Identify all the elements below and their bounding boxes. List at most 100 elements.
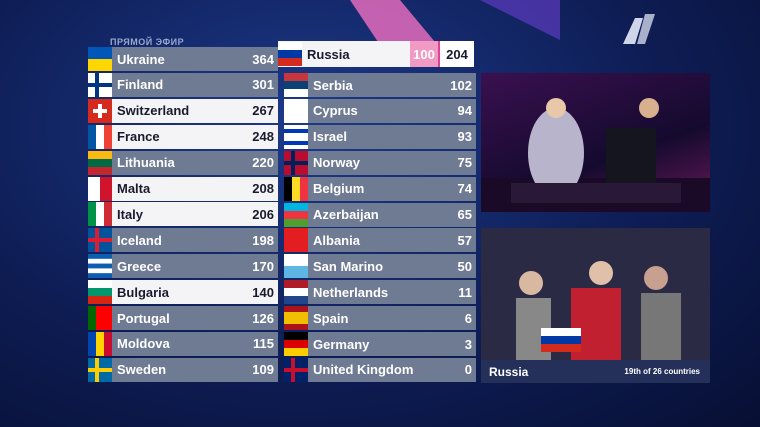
score-row: France 248: [88, 124, 278, 149]
country-points: 11: [458, 284, 472, 300]
country-points: 220: [252, 155, 274, 171]
score-row: United Kingdom 0: [284, 357, 476, 382]
country-name: Ukraine: [117, 51, 165, 67]
country-points: 50: [457, 258, 472, 274]
score-row: Belgium 74: [284, 176, 476, 201]
country-name: Switzerland: [117, 103, 190, 119]
score-row: Sweden 109: [88, 357, 278, 382]
caption-country: Russia: [489, 364, 529, 379]
flag: [88, 176, 112, 201]
country-name: Cyprus: [313, 103, 358, 119]
score-row: Portugal 126: [88, 306, 278, 330]
flag: [88, 228, 112, 253]
flag: [284, 150, 308, 175]
country-name: Greece: [117, 258, 162, 274]
country-name: Netherlands: [313, 284, 389, 300]
voter-row: Russia 100 204: [278, 41, 474, 67]
country-name: Germany: [313, 336, 370, 352]
flag: [284, 73, 308, 97]
flag: [284, 306, 308, 331]
country-points: 170: [252, 258, 274, 274]
flag: [88, 306, 112, 330]
country-points: 198: [252, 232, 274, 248]
score-row: San Marino 50: [284, 254, 476, 279]
country-name: Spain: [313, 310, 349, 326]
country-points: 57: [457, 232, 472, 248]
country-points: 0: [464, 362, 472, 378]
flag: [284, 228, 308, 253]
score-row: Moldova 115: [88, 331, 278, 356]
flag: [88, 280, 112, 305]
voter-country: Russia: [307, 46, 350, 62]
caption-progress: 19th of 26 countries: [624, 367, 700, 376]
country-points: 75: [457, 155, 472, 171]
video-caption-bar: Russia 19th of 26 countries: [481, 360, 710, 383]
score-row: Ukraine 364: [88, 47, 278, 71]
score-row: Italy 206: [88, 202, 278, 227]
flag: [88, 72, 112, 97]
flag: [88, 331, 112, 356]
country-points: 94: [457, 103, 472, 119]
flag: [88, 357, 112, 382]
country-name: Finland: [117, 77, 164, 93]
country-name: Malta: [117, 181, 151, 196]
flag: [88, 98, 112, 123]
flag: [88, 47, 112, 71]
flag: [278, 42, 302, 66]
score-row: Israel 93: [284, 124, 476, 149]
flag: [284, 124, 308, 149]
score-row: Albania 57: [284, 228, 476, 253]
flag: [88, 124, 112, 149]
flag: [284, 357, 308, 382]
score-row: Norway 75: [284, 150, 476, 175]
country-points: 74: [457, 181, 472, 197]
country-name: France: [117, 129, 160, 145]
country-name: United Kingdom: [313, 362, 414, 378]
country-points: 126: [252, 310, 274, 326]
score-row: Switzerland 267: [88, 98, 278, 123]
country-points: 301: [252, 77, 274, 93]
country-name: Belgium: [313, 181, 365, 197]
country-points: 3: [464, 336, 472, 352]
country-points: 208: [252, 181, 274, 196]
video-hosts: [481, 73, 710, 212]
flag: [284, 98, 308, 123]
score-row: Netherlands 11: [284, 280, 476, 305]
country-name: Serbia: [313, 77, 353, 93]
score-row: Greece 170: [88, 254, 278, 279]
hosts-scene: [481, 98, 710, 212]
country-name: Iceland: [117, 232, 162, 248]
flag: [284, 280, 308, 305]
score-row: Lithuania 220: [88, 150, 278, 175]
country-points: 140: [252, 284, 274, 300]
country-name: San Marino: [313, 258, 384, 274]
country-name: Norway: [313, 155, 360, 171]
country-points: 102: [450, 77, 472, 93]
green-room-scene: [481, 228, 710, 360]
channel-logo: [623, 14, 655, 44]
live-label: ПРЯМОЙ ЭФИР: [110, 37, 185, 47]
country-name: Portugal: [117, 310, 170, 326]
country-points: 109: [252, 362, 274, 378]
country-points: 267: [252, 103, 274, 119]
score-row: Finland 301: [88, 72, 278, 97]
country-points: 364: [252, 51, 274, 67]
flag: [284, 332, 308, 356]
country-points: 93: [457, 129, 472, 145]
video-green-room: [481, 228, 710, 360]
country-points: 65: [457, 207, 472, 222]
score-row: Spain 6: [284, 306, 476, 331]
flag: [284, 202, 308, 227]
points-given: 100: [410, 41, 438, 67]
flag: [284, 176, 308, 201]
flag: [88, 254, 112, 279]
score-row: Germany 3: [284, 332, 476, 356]
country-name: Albania: [313, 232, 360, 248]
score-row: Azerbaijan 65: [284, 202, 476, 227]
country-name: Moldova: [117, 336, 170, 352]
flag: [284, 254, 308, 279]
country-points: 115: [253, 336, 274, 352]
score-row: Serbia 102: [284, 73, 476, 97]
score-row: Bulgaria 140: [88, 280, 278, 305]
